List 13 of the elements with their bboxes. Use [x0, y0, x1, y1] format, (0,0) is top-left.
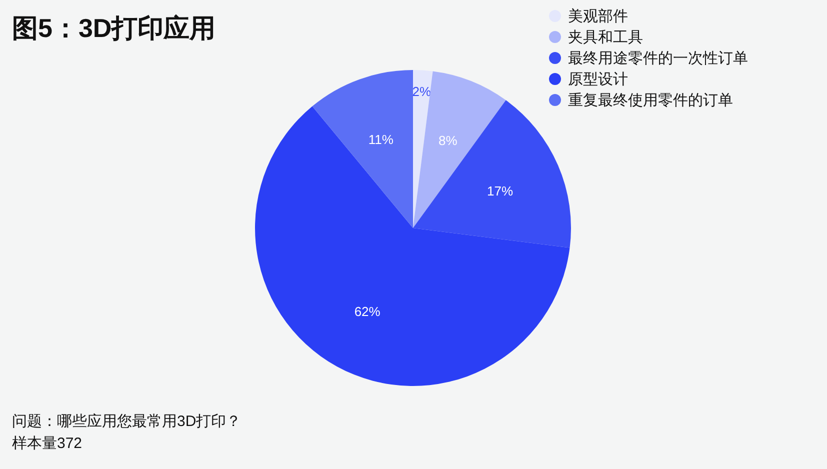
legend-label: 最终用途零件的一次性订单: [568, 50, 748, 67]
data-label: 2%: [412, 84, 432, 99]
legend-label: 原型设计: [568, 71, 628, 88]
chart-title: 图5：3D打印应用: [12, 13, 216, 43]
text: 问题：哪些应用您最常用3D打印？: [12, 413, 242, 430]
legend-label: 重复最终使用零件的订单: [568, 92, 733, 109]
data-label: 11%: [368, 132, 394, 147]
data-label: 8%: [438, 132, 458, 148]
data-label: 17%: [486, 183, 514, 198]
legend-label: 夹具和工具: [568, 29, 643, 46]
text: 样本量372: [12, 435, 82, 452]
legend-label: 美观部件: [568, 8, 628, 25]
data-label: 62%: [354, 304, 381, 320]
